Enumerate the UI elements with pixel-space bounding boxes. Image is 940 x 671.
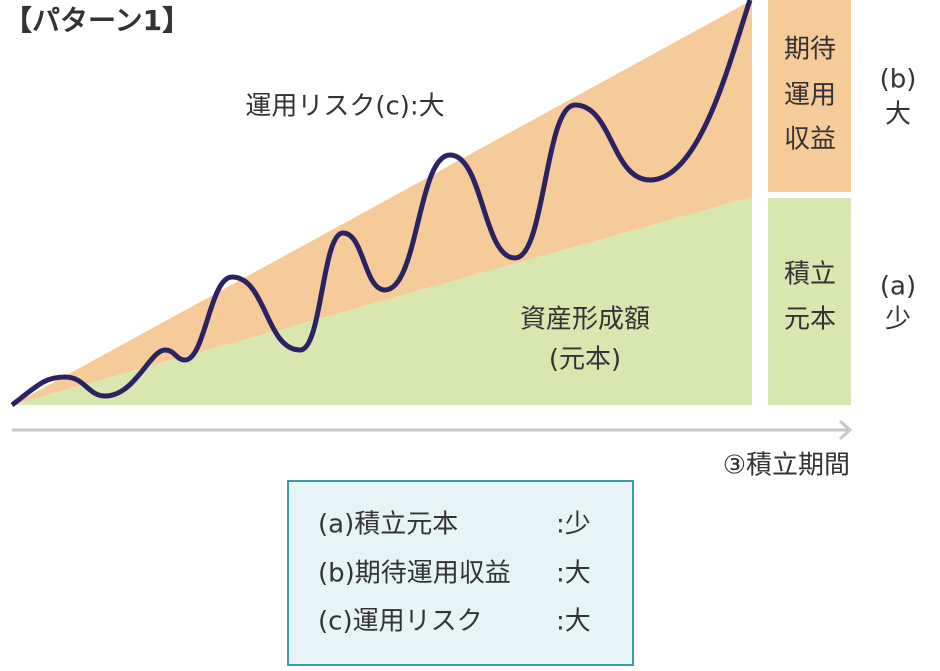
principal-bar — [768, 198, 851, 405]
axis-arrow — [838, 419, 853, 441]
bar-label: 運用 — [784, 81, 836, 111]
legend-label: (a)積立元本 — [318, 510, 458, 540]
legend-value: :大 — [556, 607, 591, 637]
return-area — [12, 0, 752, 405]
side-label: 大 — [885, 100, 911, 130]
legend-value: :少 — [556, 510, 591, 540]
side-label: (b) — [880, 65, 917, 95]
legend-box — [287, 480, 634, 666]
asset-label: 資産形成額 — [520, 305, 650, 335]
legend-label: (b)期待運用収益 — [318, 559, 511, 589]
bar-label: 収益 — [784, 125, 836, 155]
axis-label: ③積立期間 — [723, 451, 850, 481]
bar-label: 積立 — [784, 260, 836, 290]
legend-label: (c)運用リスク — [318, 607, 483, 637]
risk-curve — [10, 0, 753, 407]
bar-label: 期待 — [784, 35, 836, 65]
return-bar — [768, 0, 851, 192]
asset-label: (元本) — [549, 345, 621, 375]
risk-label: 運用リスク(c):大 — [245, 92, 444, 122]
title: 【パターン1】 — [4, 4, 190, 37]
bar-label: 元本 — [784, 305, 836, 335]
side-label: (a) — [880, 272, 916, 302]
side-label: 少 — [885, 305, 911, 335]
legend-value: :大 — [556, 559, 591, 589]
